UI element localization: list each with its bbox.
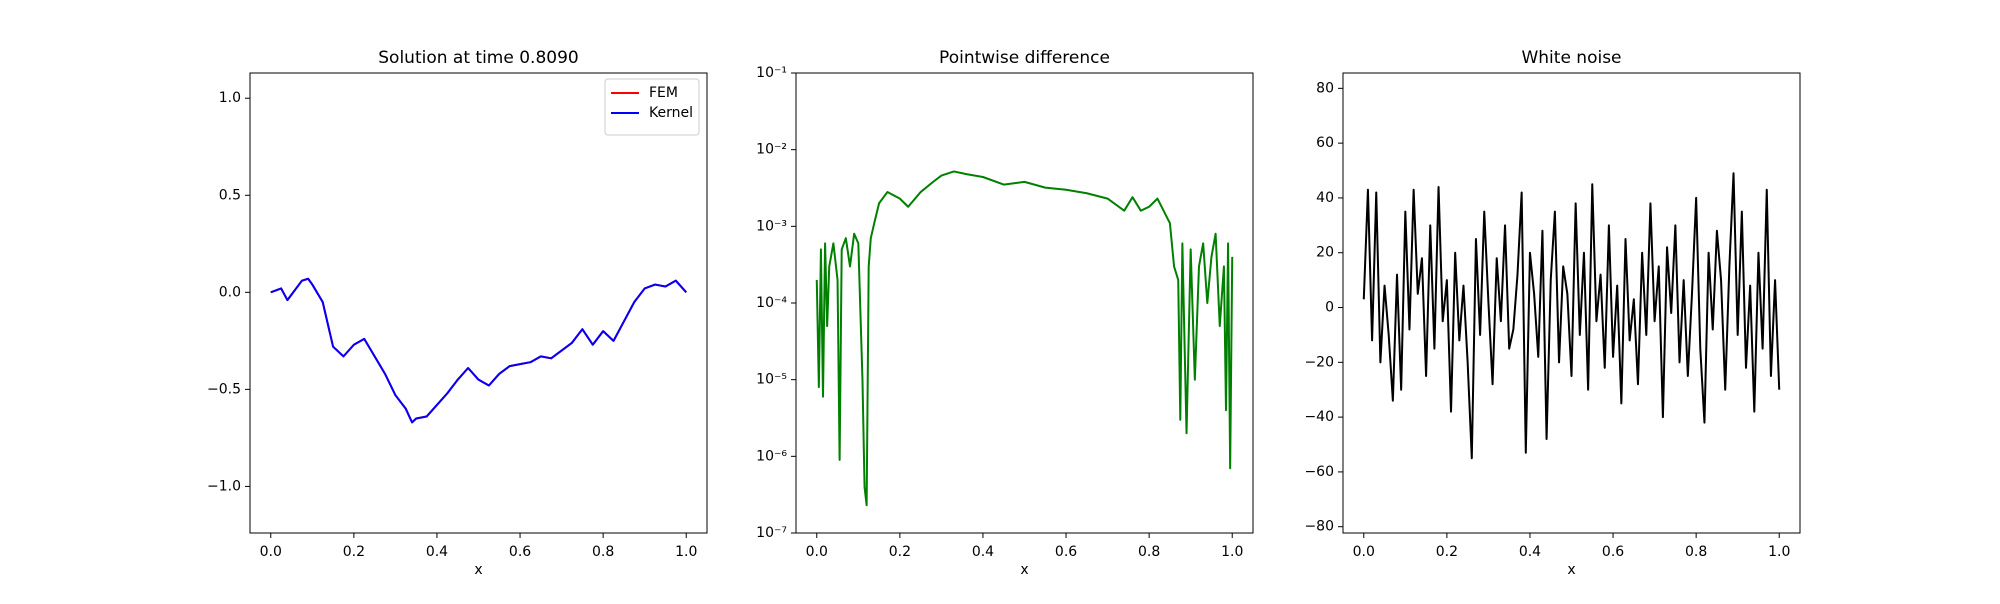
x-tick-label: 0.2 [889,544,911,560]
legend-label: FEM [649,85,678,101]
y-tick-label: −60 [1304,464,1334,480]
axes-frame [249,72,708,534]
axes-frame [1342,72,1801,534]
y-tick-label: 10⁻¹ [756,65,787,81]
y-tick-label: 10⁻⁴ [756,295,787,311]
x-tick-label: 0.8 [1685,544,1707,560]
x-axis-label: x [1567,562,1575,578]
y-tick-label: 20 [1316,245,1334,261]
x-tick-label: 0.4 [1519,544,1541,560]
y-tick-label: −80 [1304,519,1334,535]
axes-frame [795,72,1254,534]
chart-title: Solution at time 0.8090 [378,48,578,68]
x-axis-label: x [1020,562,1028,578]
x-tick-label: 0.2 [1436,544,1458,560]
y-tick-label: −0.5 [207,381,241,397]
x-tick-label: 0.4 [426,544,448,560]
y-tick-label: 40 [1316,190,1334,206]
chart-title: Pointwise difference [939,48,1110,68]
x-tick-label: 0.0 [806,544,828,560]
y-tick-label: 10⁻⁷ [756,525,787,541]
y-tick-label: 0.5 [219,187,241,203]
data-line [270,277,687,424]
data-line [815,170,1234,507]
y-tick-label: −1.0 [207,478,241,494]
x-tick-label: 0.0 [1353,544,1375,560]
x-tick-label: 1.0 [1768,544,1790,560]
y-tick-label: 60 [1316,135,1334,151]
y-tick-label: 10⁻⁵ [756,372,787,388]
y-tick-label: −20 [1304,354,1334,370]
x-tick-label: 0.8 [592,544,614,560]
x-tick-label: 0.8 [1138,544,1160,560]
y-tick-label: 0.0 [219,284,241,300]
x-tick-label: 0.4 [972,544,994,560]
x-tick-label: 0.0 [260,544,282,560]
data-line [270,277,687,424]
x-tick-label: 1.0 [1221,544,1243,560]
chart-title: White noise [1521,48,1621,68]
y-tick-label: 80 [1316,80,1334,96]
legend-label: Kernel [649,105,693,121]
x-tick-label: 0.6 [1055,544,1077,560]
y-tick-label: 1.0 [219,90,241,106]
y-tick-label: −40 [1304,409,1334,425]
y-tick-label: 0 [1325,300,1334,316]
x-axis-label: x [474,562,482,578]
y-tick-label: 10⁻³ [756,218,787,234]
data-line [1362,172,1781,460]
x-tick-label: 0.2 [343,544,365,560]
y-tick-label: 10⁻² [756,142,787,158]
y-tick-label: 10⁻⁶ [756,448,787,464]
x-tick-label: 0.6 [1602,544,1624,560]
x-tick-label: 1.0 [675,544,697,560]
x-tick-label: 0.6 [509,544,531,560]
